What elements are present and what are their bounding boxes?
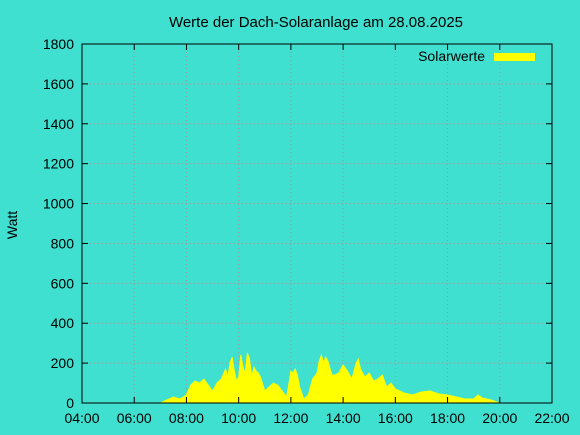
y-tick-labels: 0 200 400 600 800 1000 1200 1400 1600 1800 <box>43 36 74 411</box>
y-axis-label: Watt <box>4 211 20 239</box>
x-tick-label: 10:00 <box>221 410 256 426</box>
y-tick-label: 0 <box>66 395 74 411</box>
x-tick-label: 08:00 <box>169 410 204 426</box>
x-tick-label: 18:00 <box>430 410 465 426</box>
chart-title: Werte der Dach-Solaranlage am 28.08.2025 <box>169 14 463 31</box>
series-layer <box>160 352 500 404</box>
plot-frame <box>81 43 553 404</box>
y-tick-label: 1600 <box>43 76 74 92</box>
y-tick-label: 1000 <box>43 196 74 212</box>
y-tick-label: 400 <box>51 315 75 331</box>
legend-swatch-solarwerte <box>494 53 535 61</box>
legend-label-solarwerte: Solarwerte <box>418 48 485 64</box>
y-tick-label: 800 <box>51 235 75 251</box>
x-tick-label: 14:00 <box>326 410 361 426</box>
x-tick-label: 06:00 <box>117 410 152 426</box>
x-tick-label: 04:00 <box>64 410 99 426</box>
x-tick-labels: 04:00 06:00 08:00 10:00 12:00 14:00 16:00 18:00… <box>64 410 569 426</box>
y-tick-label: 200 <box>51 355 75 371</box>
axis-ticks <box>81 43 553 404</box>
y-tick-label: 1200 <box>43 156 74 172</box>
series-area-0 <box>160 352 500 404</box>
y-tick-label: 1800 <box>43 36 74 52</box>
x-tick-label: 22:00 <box>534 410 569 426</box>
x-tick-label: 16:00 <box>378 410 413 426</box>
grid-lines <box>82 44 552 403</box>
y-tick-label: 1400 <box>43 116 74 132</box>
x-tick-label: 12:00 <box>273 410 308 426</box>
y-tick-label: 600 <box>51 275 75 291</box>
legend: Solarwerte <box>418 48 535 64</box>
x-tick-label: 20:00 <box>482 410 517 426</box>
